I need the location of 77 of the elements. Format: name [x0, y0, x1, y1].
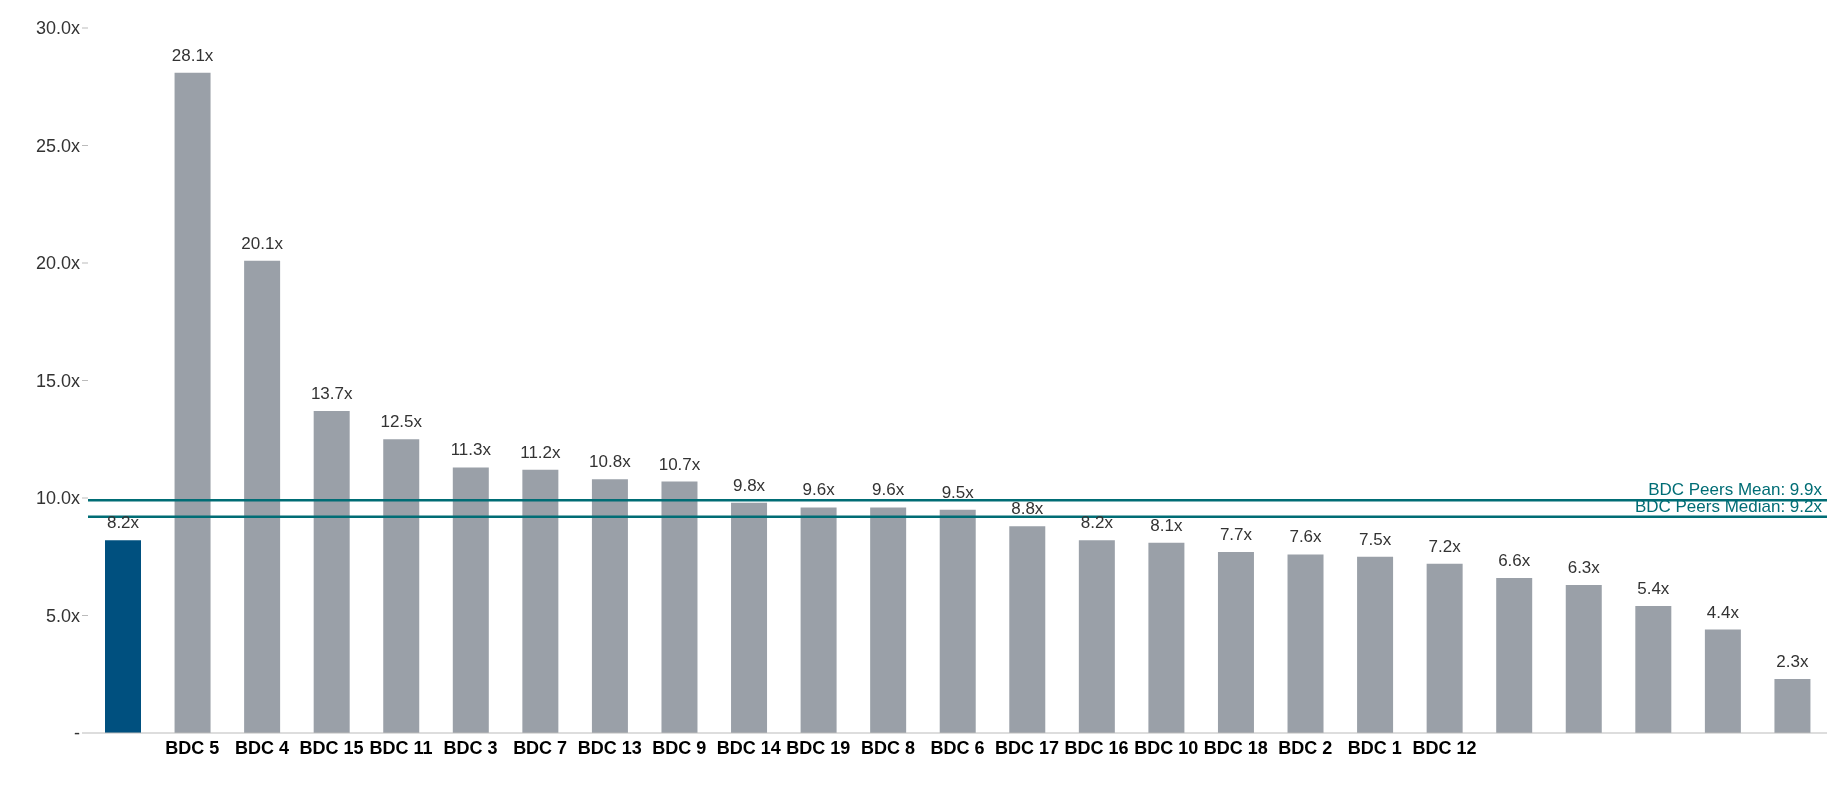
bar	[800, 507, 837, 733]
bar	[1217, 552, 1254, 733]
y-tick-label: 15.0x	[35, 370, 80, 391]
x-tick-label: BDC 10	[1134, 737, 1199, 758]
x-tick-label: BDC 14	[716, 737, 781, 758]
y-tick-label: 20.0x	[35, 253, 80, 274]
bar	[1148, 542, 1185, 733]
bar	[1704, 629, 1741, 733]
data-label: 6.6x	[1498, 550, 1531, 570]
data-label: 8.8x	[1011, 499, 1044, 519]
data-label: 9.5x	[941, 482, 975, 502]
bar	[383, 439, 420, 733]
bar	[522, 469, 559, 733]
data-label: 8.1x	[1150, 515, 1183, 535]
bar	[939, 509, 976, 733]
data-label: 5.4x	[1637, 579, 1670, 599]
bar	[1565, 584, 1602, 733]
bar	[174, 72, 211, 733]
bar	[1635, 606, 1672, 733]
bar	[731, 502, 768, 733]
x-tick-label: BDC 5	[165, 737, 220, 758]
x-tick-label: BDC 11	[369, 737, 433, 758]
x-tick-label: BDC 13	[577, 737, 642, 758]
bar	[1009, 526, 1046, 733]
data-label: 7.6x	[1289, 527, 1323, 547]
data-label: 10.7x	[658, 454, 701, 474]
bar	[244, 260, 281, 733]
bar	[661, 481, 698, 733]
x-tick-label: BDC 3	[443, 737, 498, 758]
data-label: 9.6x	[802, 480, 836, 500]
x-tick-label: BDC 17	[995, 737, 1060, 758]
x-tick-label: BDC 4	[234, 737, 289, 758]
y-tick-label: 5.0x	[45, 605, 80, 626]
data-label: 8.2x	[1080, 513, 1114, 533]
data-label: 2.3x	[1776, 651, 1809, 671]
data-label: 7.5x	[1359, 529, 1392, 549]
bar	[1496, 577, 1533, 733]
x-tick-label: BDC 18	[1203, 737, 1268, 758]
data-label: 7.2x	[1428, 536, 1462, 556]
bar	[313, 411, 350, 733]
data-label: 9.8x	[732, 475, 766, 495]
data-label: 13.7x	[310, 384, 353, 404]
bar	[1357, 556, 1394, 733]
x-tick-label: BDC 19	[786, 737, 851, 758]
bar	[105, 540, 141, 733]
y-tick-label: 10.0x	[35, 488, 80, 509]
x-tick-label: BDC 6	[930, 737, 985, 758]
data-label: 11.2x	[520, 442, 562, 462]
x-tick-label: BDC 16	[1064, 737, 1129, 758]
bar	[1426, 563, 1463, 733]
bar	[591, 479, 628, 733]
x-tick-label: BDC 15	[299, 737, 364, 758]
x-tick-label: BDC 12	[1412, 737, 1477, 758]
x-tick-label: BDC 7	[513, 737, 568, 758]
bar	[452, 467, 489, 733]
ref-line-label: BDC Peers Mean: 9.9x	[1648, 480, 1823, 500]
data-label: 11.3x	[450, 440, 492, 460]
data-label: 28.1x	[171, 45, 214, 65]
bar	[1078, 540, 1115, 733]
x-tick-label: BDC 2	[1278, 737, 1333, 758]
bar	[1774, 678, 1811, 733]
data-label: 10.8x	[589, 452, 632, 472]
x-tick-label: BDC 8	[860, 737, 915, 758]
data-label: 20.1x	[241, 233, 284, 253]
x-tick-label: BDC 1	[1347, 737, 1402, 758]
data-label: 12.5x	[380, 412, 423, 432]
y-tick-label: 25.0x	[35, 135, 80, 156]
bar	[870, 507, 907, 733]
y-tick-label: 30.0x	[35, 18, 80, 39]
data-label: 8.2x	[106, 513, 140, 533]
data-label: 9.6x	[872, 480, 905, 500]
bar	[1287, 554, 1324, 733]
x-tick-label: BDC 9	[652, 737, 707, 758]
data-label: 6.3x	[1567, 557, 1601, 577]
data-label: 4.4x	[1706, 602, 1740, 622]
y-tick-label: -	[74, 723, 80, 744]
data-label: 7.7x	[1219, 525, 1253, 545]
